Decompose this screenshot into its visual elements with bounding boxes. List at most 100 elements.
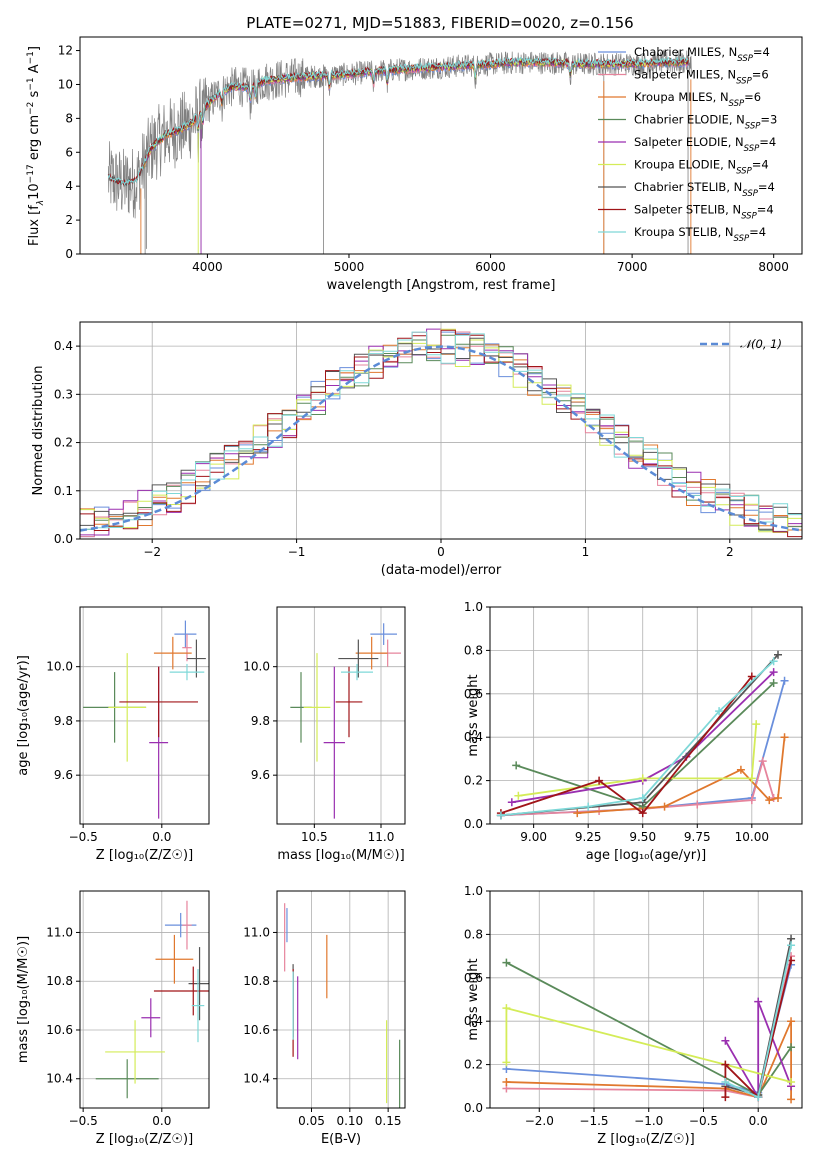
y-tick-label: 4: [65, 179, 73, 193]
y-tick-label: 0.6: [464, 971, 483, 985]
plot-area-age_vs_Z: [83, 620, 206, 819]
x-tick-label: 9.75: [684, 830, 711, 844]
errorbar-chabrier-elodie: [95, 1059, 159, 1099]
y-tick-label: 0.6: [464, 687, 483, 701]
y-axis-label: Flux [fλ10−17 erg cm−2 s−1 A−1]: [26, 46, 46, 246]
weight-marker: [502, 958, 511, 967]
errorbar-chabrier-miles: [370, 623, 397, 645]
legend-text: Kroupa ELODIE, N: [634, 158, 736, 172]
axes-frame: [79, 36, 803, 255]
panel-mass_vs_EBV: 0.05 0.10 0.15 10.4 10.6 10.8 11.0 E(B-V): [243, 890, 406, 1147]
y-tick-label: 10.8: [46, 974, 73, 988]
x-axis-label: Z [log₁₀(Z/Z☉)]: [96, 1132, 193, 1147]
weight-line: [500, 654, 779, 817]
legend-count: =6: [752, 68, 769, 82]
y-tick-label: 10.4: [46, 1072, 73, 1086]
weight-marker: [780, 676, 789, 685]
errorbar-salpeter-elodie: [141, 998, 161, 1038]
y-axis-label: mass weight: [466, 958, 481, 1040]
legend-text: Chabrier MILES, N: [634, 45, 737, 59]
weight-marker: [754, 1093, 763, 1102]
errorbar-salpeter-stelib: [153, 966, 209, 1016]
panel-weight_vs_age: 9.00 9.25 9.50 9.75 10.00 0.0 0.2 0.4 0.6 0.8 1.0 a…: [464, 600, 803, 863]
y-axis-label-part: λ: [36, 200, 46, 206]
errorbar-kroupa-elodie: [108, 653, 147, 762]
weight-marker: [496, 811, 505, 820]
weight-marker: [769, 657, 778, 666]
x-tick-label: 9.50: [629, 830, 656, 844]
weight-marker: [747, 796, 756, 805]
weight-marker: [769, 678, 778, 687]
y-tick-label: 11.0: [243, 925, 270, 939]
plot-area-age_vs_mass: [290, 623, 401, 819]
errorbar-salpeter-miles: [182, 900, 192, 950]
y-tick-label: 10.6: [46, 1023, 73, 1037]
x-tick-label: 1: [582, 545, 590, 559]
legend-subscript: SSP: [745, 122, 761, 132]
y-tick-label: 10.4: [243, 1072, 270, 1086]
weight-line: [518, 724, 758, 797]
weight-line: [505, 1007, 792, 1083]
x-tick-label: −1.0: [634, 1114, 663, 1128]
y-tick-label: 0.0: [54, 532, 73, 546]
y-axis-label: mass [log₁₀(M/M☉)]: [16, 936, 31, 1063]
legend-label: Kroupa ELODIE, NSSP=4: [634, 158, 769, 177]
errorbar-kroupa-elodie: [105, 1020, 165, 1084]
errorbar-chabrier-miles: [174, 620, 197, 648]
x-tick-label: 4000: [192, 260, 223, 274]
legend-count: =6: [744, 90, 761, 104]
plot-area-residuals: [80, 328, 802, 538]
axes-frame: [489, 890, 803, 1109]
y-tick-label: 10: [58, 77, 73, 91]
x-tick-label: 0.10: [336, 1114, 363, 1128]
model-spectrum-salpeter-miles: [143, 59, 689, 169]
weight-series-kroupa-stelib: [721, 941, 796, 1102]
legend-count: =4: [758, 180, 775, 194]
legend-label: Chabrier ELODIE, NSSP=3: [634, 113, 777, 132]
legend-text: Salpeter ELODIE, N: [634, 135, 744, 149]
errorbar-kroupa-elodie: [303, 653, 331, 762]
weight-series-chabrier-elodie: [512, 678, 778, 811]
y-axis-label-part: A: [27, 64, 42, 77]
weight-marker: [747, 774, 756, 783]
weight-marker: [721, 1060, 730, 1069]
x-axis-label: wavelength [Angstrom, rest frame]: [327, 278, 556, 293]
errorbar-kroupa-miles: [153, 636, 192, 670]
legend-count: =4: [752, 158, 769, 172]
x-tick-label: 5000: [334, 260, 365, 274]
legend-label: Chabrier MILES, NSSP=4: [634, 45, 770, 64]
x-tick-label: 8000: [758, 260, 789, 274]
axes-frame: [79, 890, 210, 1109]
errorbar-kroupa-stelib: [191, 969, 205, 1043]
y-axis-label-part: Flux [f: [27, 205, 42, 246]
panels: 4000 5000 6000 7000 8000024681012wavelength …: [16, 36, 803, 1147]
legend-subscript: SSP: [742, 189, 758, 199]
x-tick-label: −2.0: [525, 1114, 554, 1128]
weight-series-chabrier-stelib: [496, 650, 782, 820]
weight-marker: [754, 997, 763, 1006]
x-tick-label: 7000: [617, 260, 648, 274]
x-axis-label: Z [log₁₀(Z/Z☉)]: [96, 848, 193, 863]
weight-marker: [787, 1043, 796, 1052]
weight-marker: [502, 1004, 511, 1013]
y-tick-label: 0.4: [54, 339, 73, 353]
errorbar-chabrier-stelib: [186, 639, 206, 678]
axes-frame: [79, 606, 210, 825]
errorbar-chabrier-stelib: [338, 639, 379, 678]
weight-marker: [502, 1077, 511, 1086]
weight-marker: [595, 776, 604, 785]
model-spectrum-chabrier-miles: [143, 61, 689, 167]
panel-spectrum: 4000 5000 6000 7000 8000 0 2 4 6 8 10 12 wavelength …: [26, 36, 803, 293]
y-tick-label: 0.0: [464, 817, 483, 831]
y-tick-label: 2: [65, 213, 73, 227]
x-tick-label: −1.5: [579, 1114, 608, 1128]
weight-marker: [752, 720, 761, 729]
legend-label: Kroupa MILES, NSSP=6: [634, 90, 761, 109]
weight-marker: [787, 941, 796, 950]
plot-area-weight_vs_Z: [502, 934, 796, 1104]
y-axis-label-part: −17: [26, 164, 36, 183]
y-tick-label: 0.4: [464, 1014, 483, 1028]
panel-mass_vs_Z: −0.5 0.0 10.4 10.6 10.8 11.0 Z [log₁₀(Z/Z☉)] ma…: [16, 890, 210, 1147]
